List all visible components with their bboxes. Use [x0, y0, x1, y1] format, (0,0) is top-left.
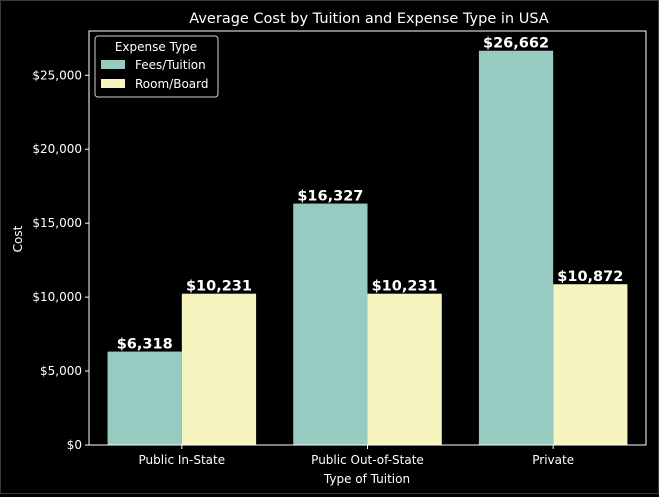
x-tick-label-public-in-state: Public In-State	[139, 453, 226, 467]
bar-fees-tuition-public-out-of-state	[293, 203, 368, 445]
chart-title: Average Cost by Tuition and Expense Type…	[189, 11, 549, 27]
legend-swatch-fees-tuition	[101, 60, 125, 69]
y-axis-label: Cost	[11, 225, 25, 252]
bar-room-board-private	[553, 284, 628, 445]
y-tick-label: $0	[67, 438, 82, 452]
data-label-room-board-public-out-of-state: $10,231	[372, 279, 438, 295]
data-label-fees-tuition-public-out-of-state: $16,327	[297, 189, 363, 205]
x-tick-label-private: Private	[532, 453, 574, 467]
legend-swatch-room-board	[101, 79, 125, 88]
bars-layer	[107, 50, 628, 446]
bar-fees-tuition-private	[478, 50, 554, 446]
bar-room-board-public-out-of-state	[367, 293, 442, 445]
y-tick-label: $15,000	[32, 216, 82, 230]
y-tick-label: $20,000	[32, 142, 82, 156]
x-ticks-layer: Public In-State Public Out-of-State Privat…	[139, 445, 574, 467]
y-tick-label: $5,000	[40, 364, 82, 378]
data-label-room-board-public-in-state: $10,231	[186, 279, 252, 295]
data-label-room-board-private: $10,872	[557, 269, 623, 285]
bar-fees-tuition-public-in-state	[107, 351, 182, 445]
y-tick-label: $10,000	[32, 290, 82, 304]
bar-labels-layer: $6,318 $10,231 $16,327 $10,231 $26,662 $10,87…	[117, 36, 624, 353]
y-ticks-layer: $0 $5,000 $10,000 $15,000 $20,000 $25,000	[32, 68, 89, 452]
x-tick-label-public-out-of-state: Public Out-of-State	[311, 453, 424, 467]
data-label-fees-tuition-public-in-state: $6,318	[117, 337, 173, 353]
plot-frame	[88, 30, 647, 446]
legend-title: Expense Type	[115, 40, 197, 54]
bar-room-board-public-in-state	[181, 293, 257, 445]
legend-box	[94, 35, 219, 98]
legend-label-room-board: Room/Board	[135, 77, 208, 91]
x-axis-label: Type of Tuition	[323, 472, 410, 486]
legend-label-fees-tuition: Fees/Tuition	[135, 58, 206, 72]
data-label-fees-tuition-private: $26,662	[483, 36, 549, 52]
legend: Expense Type Fees/Tuition Room/Board	[94, 35, 219, 98]
y-tick-label: $25,000	[32, 68, 82, 82]
